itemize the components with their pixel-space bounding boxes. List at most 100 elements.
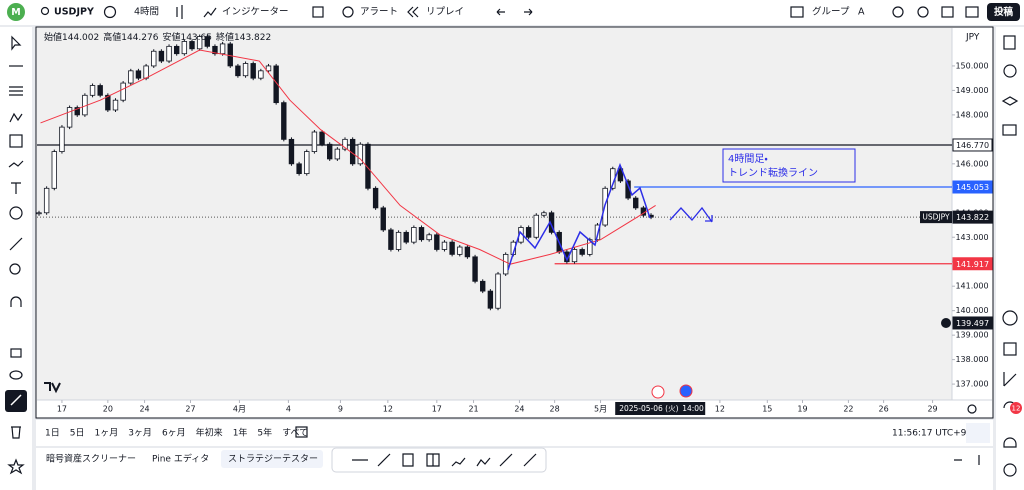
delete-tool[interactable] xyxy=(11,426,21,439)
candle[interactable] xyxy=(464,246,471,258)
candle[interactable] xyxy=(265,65,272,72)
candle[interactable] xyxy=(219,43,226,55)
indicators[interactable]: インジケーター xyxy=(222,7,289,18)
hide-tool[interactable] xyxy=(9,370,23,380)
screener-icon[interactable] xyxy=(1002,310,1018,326)
magnet-tool[interactable] xyxy=(10,296,22,307)
add-symbol-icon[interactable] xyxy=(103,5,117,19)
tool-icon[interactable] xyxy=(1003,372,1017,387)
bell-icon[interactable] xyxy=(1003,437,1017,448)
candle[interactable] xyxy=(59,126,65,152)
help-icon[interactable] xyxy=(1003,463,1017,477)
interval[interactable]: 4時間 xyxy=(134,7,159,18)
candle[interactable] xyxy=(441,241,448,250)
candle[interactable] xyxy=(235,65,241,77)
data-window-icon[interactable] xyxy=(1001,96,1019,106)
publish-button[interactable] xyxy=(987,3,1020,21)
candle[interactable] xyxy=(533,214,539,238)
candle[interactable] xyxy=(418,227,425,241)
candle[interactable] xyxy=(571,249,578,263)
candle[interactable] xyxy=(97,85,103,96)
candle[interactable] xyxy=(372,187,379,209)
timeframe-button[interactable]: 5年 xyxy=(257,427,272,439)
cursor-tool[interactable] xyxy=(11,35,22,51)
ruler-tool[interactable] xyxy=(9,237,23,251)
moving-average[interactable] xyxy=(40,49,656,265)
timeframe-button[interactable]: 6ヶ月 xyxy=(162,428,186,439)
candle[interactable] xyxy=(120,82,126,101)
lock-tool[interactable] xyxy=(10,348,22,358)
candle[interactable] xyxy=(212,45,218,55)
pattern-tool[interactable] xyxy=(9,112,23,123)
group-mode[interactable]: A xyxy=(858,7,865,18)
candle[interactable] xyxy=(426,234,432,241)
candle[interactable] xyxy=(151,50,157,67)
undo-redo[interactable] xyxy=(496,8,533,16)
candle[interactable] xyxy=(304,151,310,175)
candle[interactable] xyxy=(357,143,364,165)
candle[interactable] xyxy=(342,138,348,150)
panel-controls[interactable] xyxy=(954,455,980,465)
candle[interactable] xyxy=(43,187,50,214)
plot-area[interactable] xyxy=(37,28,952,400)
candle[interactable] xyxy=(242,63,249,77)
forecast-arrow[interactable] xyxy=(669,206,713,223)
icon-tool[interactable] xyxy=(9,206,23,220)
brush-tool[interactable] xyxy=(8,160,24,168)
event-icon[interactable] xyxy=(651,385,665,399)
candle[interactable] xyxy=(181,41,188,55)
candle[interactable] xyxy=(204,36,210,47)
candle[interactable] xyxy=(579,249,585,255)
candle[interactable] xyxy=(158,50,165,62)
timeframe-button[interactable]: 5日 xyxy=(70,428,85,439)
zoom-tool[interactable] xyxy=(9,263,21,275)
candle[interactable] xyxy=(89,85,96,96)
alert[interactable]: アラート xyxy=(360,7,398,18)
candle[interactable] xyxy=(495,273,501,309)
calendar-icon[interactable] xyxy=(1003,342,1017,356)
candle[interactable] xyxy=(166,45,172,62)
search-icon[interactable] xyxy=(40,6,50,16)
candle[interactable] xyxy=(334,148,341,160)
candle[interactable] xyxy=(36,212,42,215)
candle[interactable] xyxy=(472,256,478,282)
candle[interactable] xyxy=(487,290,494,309)
add-alert-button[interactable] xyxy=(941,317,951,328)
candle[interactable] xyxy=(541,212,547,216)
timeframe-button[interactable]: 1年 xyxy=(233,427,248,439)
projection-tool[interactable] xyxy=(9,134,23,148)
currency[interactable]: JPY xyxy=(965,33,980,43)
axis-settings[interactable] xyxy=(967,404,977,414)
watchlist-star[interactable] xyxy=(7,458,25,475)
alert-icon[interactable] xyxy=(342,6,354,18)
candle[interactable] xyxy=(105,94,111,111)
candle[interactable] xyxy=(258,70,264,79)
date-range-icon[interactable] xyxy=(295,426,308,438)
candle[interactable] xyxy=(388,229,394,250)
candle[interactable] xyxy=(288,138,295,165)
candle[interactable] xyxy=(403,231,409,243)
candle[interactable] xyxy=(135,70,142,79)
drawing-tools[interactable] xyxy=(352,453,537,467)
layout-icon[interactable] xyxy=(312,6,324,18)
candle[interactable] xyxy=(411,227,417,243)
text-tool[interactable] xyxy=(11,182,21,194)
fib-tool[interactable] xyxy=(9,86,23,96)
auto-scale-button[interactable] xyxy=(966,423,990,443)
timeframe-button[interactable]: 3ヶ月 xyxy=(128,428,152,439)
annotation-box[interactable] xyxy=(722,148,856,183)
candle[interactable] xyxy=(380,207,386,231)
clock[interactable]: 11:56:17 UTC+9 xyxy=(892,429,967,439)
candle[interactable] xyxy=(128,70,134,84)
snapshot-icon[interactable] xyxy=(965,6,979,18)
candle[interactable] xyxy=(296,163,302,175)
timeframe-button[interactable]: すべて xyxy=(282,428,308,439)
notification-badge[interactable] xyxy=(1010,402,1022,414)
candle[interactable] xyxy=(196,36,203,50)
settings-icon[interactable] xyxy=(917,6,929,18)
candle[interactable] xyxy=(395,231,402,250)
candle[interactable] xyxy=(174,45,180,55)
candle[interactable] xyxy=(633,197,639,209)
fullscreen-icon[interactable] xyxy=(941,6,954,18)
alerts-icon[interactable] xyxy=(1003,64,1017,78)
